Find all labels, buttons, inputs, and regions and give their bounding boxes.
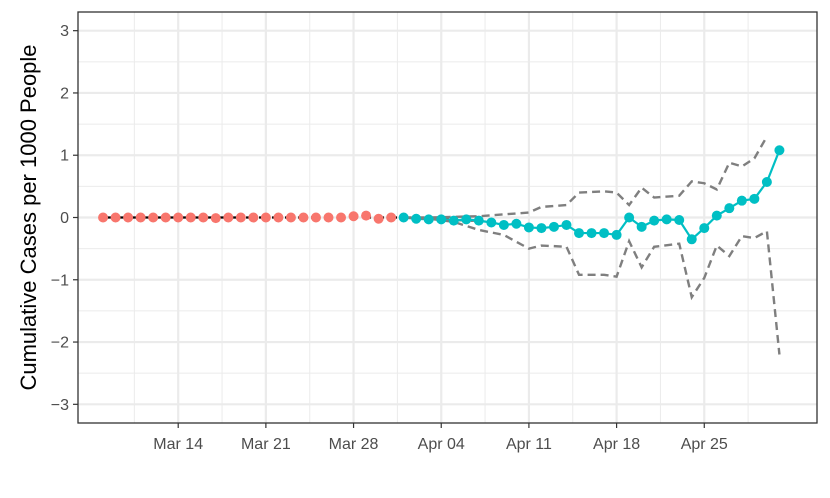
y-tick-label: 2 — [60, 85, 69, 102]
y-axis: −3 −2 −1 0 1 2 3 — [51, 23, 78, 414]
post-period-point — [599, 228, 610, 239]
y-tick-label: −3 — [51, 397, 69, 414]
y-axis-title: Cumulative Cases per 1000 People — [16, 44, 41, 390]
post-period-point — [649, 215, 660, 226]
x-tick-label: Apr 18 — [593, 436, 640, 453]
y-tick-label: −1 — [51, 272, 69, 289]
post-period-point — [511, 218, 522, 229]
post-period-point — [523, 222, 534, 233]
post-period-point — [636, 221, 647, 232]
pre-period-point — [310, 212, 321, 223]
post-period-point — [548, 221, 559, 232]
post-period-point — [423, 214, 434, 225]
pre-period-point — [148, 212, 159, 223]
pre-period-point — [323, 212, 334, 223]
pre-period-point — [173, 212, 184, 223]
post-period-point — [774, 145, 785, 156]
x-axis: Mar 14 Mar 21 Mar 28 Apr 04 Apr 11 Apr 18 Apr … — [153, 423, 728, 453]
post-period-point — [711, 210, 722, 221]
post-period-point — [498, 219, 509, 230]
pre-period-point — [110, 212, 121, 223]
post-period-point — [699, 223, 710, 234]
pre-period-point — [361, 210, 372, 221]
pre-period-point — [373, 213, 384, 224]
post-period-point — [661, 214, 672, 225]
y-tick-label: 1 — [60, 148, 69, 165]
pre-period-point — [198, 212, 209, 223]
pre-period-point — [285, 212, 296, 223]
pre-period-point — [185, 212, 196, 223]
pre-period-point — [386, 212, 397, 223]
pre-period-point — [98, 212, 109, 223]
post-period-point — [536, 223, 547, 234]
post-period-point — [461, 214, 472, 225]
x-tick-label: Apr 25 — [681, 436, 728, 453]
pre-period-point — [348, 211, 359, 222]
post-period-point — [486, 217, 497, 228]
series-points — [98, 145, 785, 245]
y-tick-label: 3 — [60, 23, 69, 40]
x-tick-label: Apr 11 — [506, 436, 552, 453]
y-tick-label: −2 — [51, 335, 69, 352]
pre-period-point — [235, 212, 246, 223]
x-tick-label: Mar 28 — [329, 436, 379, 453]
post-period-point — [749, 193, 760, 204]
x-tick-label: Mar 14 — [153, 436, 203, 453]
post-period-point — [411, 213, 422, 224]
interval-line — [403, 216, 781, 355]
pre-period-point — [248, 212, 259, 223]
pre-period-point — [135, 212, 146, 223]
x-tick-label: Mar 21 — [241, 436, 291, 453]
y-tick-label: 0 — [60, 210, 69, 227]
interval-line — [403, 135, 768, 219]
post-period-point — [448, 215, 459, 226]
post-period-line — [403, 149, 781, 241]
pre-period-point — [298, 212, 309, 223]
post-period-point — [586, 228, 597, 239]
x-tick-label: Apr 04 — [418, 436, 465, 453]
pre-period-point — [123, 212, 134, 223]
post-period-point — [736, 195, 747, 206]
post-period-point — [611, 229, 622, 240]
pre-period-point — [336, 212, 347, 223]
post-period-point — [686, 234, 697, 245]
post-period-point — [436, 214, 447, 225]
post-period-point — [761, 177, 772, 188]
pre-period-point — [260, 212, 271, 223]
post-period-point — [724, 203, 735, 214]
pre-period-point — [273, 212, 284, 223]
post-period-point — [574, 228, 585, 239]
pre-period-point — [160, 212, 171, 223]
post-period-point — [624, 212, 635, 223]
post-period-point — [561, 219, 572, 230]
pre-period-point — [210, 213, 221, 224]
post-period-point — [473, 215, 484, 226]
post-period-point — [398, 212, 409, 223]
pre-period-point — [223, 212, 234, 223]
post-period-point — [674, 214, 685, 225]
